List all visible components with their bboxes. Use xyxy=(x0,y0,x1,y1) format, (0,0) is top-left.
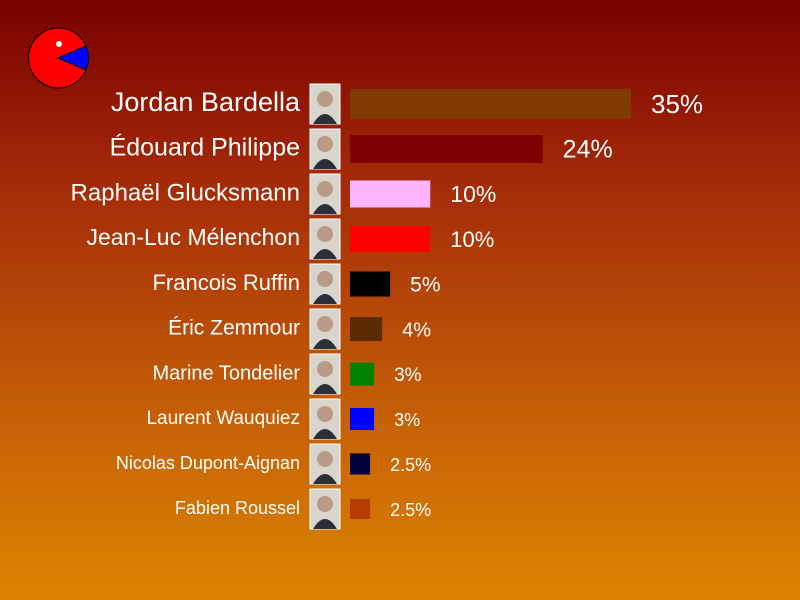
portrait-photo-icon xyxy=(309,263,341,305)
candidate-row: Nicolas Dupont-Aignan 2.5% xyxy=(116,443,431,485)
candidate-row: Francois Ruffin 5% xyxy=(152,263,441,305)
value-label: 2.5% xyxy=(390,455,431,475)
pacman-wedge xyxy=(56,45,90,71)
bar xyxy=(350,408,375,430)
candidate-row: Édouard Philippe 24% xyxy=(110,128,613,170)
value-label: 10% xyxy=(450,181,496,207)
portrait-photo-icon xyxy=(309,398,341,440)
portrait-photo-icon xyxy=(309,83,341,125)
candidate-name-label: Jean-Luc Mélenchon xyxy=(86,224,300,250)
candidate-name-label: Raphaël Glucksmann xyxy=(71,179,300,206)
value-label: 35% xyxy=(651,89,703,119)
bar xyxy=(350,226,431,252)
candidate-name-label: Édouard Philippe xyxy=(110,133,300,162)
portrait-photo-icon xyxy=(309,218,341,260)
candidate-name-label: Éric Zemmour xyxy=(168,317,300,340)
bar xyxy=(350,271,391,297)
bar xyxy=(350,180,431,208)
chart-rows: Jordan Bardella 35% Édouard Philippe 24% Rap… xyxy=(71,83,703,530)
pacman-pie-icon xyxy=(28,27,90,89)
candidate-name-label: Marine Tondelier xyxy=(153,362,301,384)
candidate-name-label: Francois Ruffin xyxy=(152,270,300,295)
bar xyxy=(350,453,371,475)
candidate-row: Laurent Wauquiez 3% xyxy=(146,398,420,440)
candidate-row: Fabien Roussel 2.5% xyxy=(175,488,431,530)
value-label: 24% xyxy=(563,136,613,164)
candidate-name-label: Jordan Bardella xyxy=(111,87,301,117)
portrait-photo-icon xyxy=(309,488,341,530)
bar xyxy=(350,135,543,163)
candidate-name-label: Nicolas Dupont-Aignan xyxy=(116,453,300,473)
value-label: 3% xyxy=(394,365,422,386)
bar xyxy=(350,499,371,519)
value-label: 4% xyxy=(402,319,431,341)
portrait-photo-icon xyxy=(309,173,341,215)
bar xyxy=(350,89,631,119)
portrait-photo-icon xyxy=(309,353,341,395)
value-label: 10% xyxy=(450,227,494,252)
bar xyxy=(350,362,375,386)
pacman-eye xyxy=(56,41,62,47)
candidate-name-label: Fabien Roussel xyxy=(175,498,300,518)
portrait-photo-icon xyxy=(309,308,341,350)
candidate-row: Raphaël Glucksmann 10% xyxy=(71,173,496,215)
value-label: 2.5% xyxy=(390,500,431,520)
portrait-photo-icon xyxy=(309,128,341,170)
candidate-row: Jordan Bardella 35% xyxy=(111,83,703,125)
value-label: 5% xyxy=(410,274,440,297)
candidate-name-label: Laurent Wauquiez xyxy=(146,408,300,429)
portrait-photo-icon xyxy=(309,443,341,485)
candidate-row: Jean-Luc Mélenchon 10% xyxy=(86,218,494,260)
value-label: 3% xyxy=(394,410,420,430)
bar xyxy=(350,317,383,341)
candidate-row: Éric Zemmour 4% xyxy=(168,308,431,350)
candidate-row: Marine Tondelier 3% xyxy=(153,353,422,395)
